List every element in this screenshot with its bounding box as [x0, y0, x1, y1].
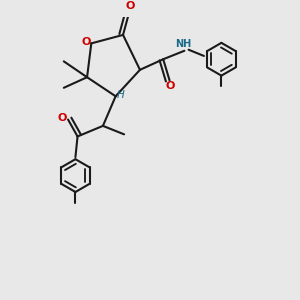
Text: H: H [117, 90, 125, 100]
Text: O: O [126, 1, 135, 11]
Text: O: O [81, 37, 91, 47]
Text: O: O [166, 81, 175, 91]
Text: NH: NH [175, 39, 191, 49]
Text: O: O [58, 113, 67, 124]
